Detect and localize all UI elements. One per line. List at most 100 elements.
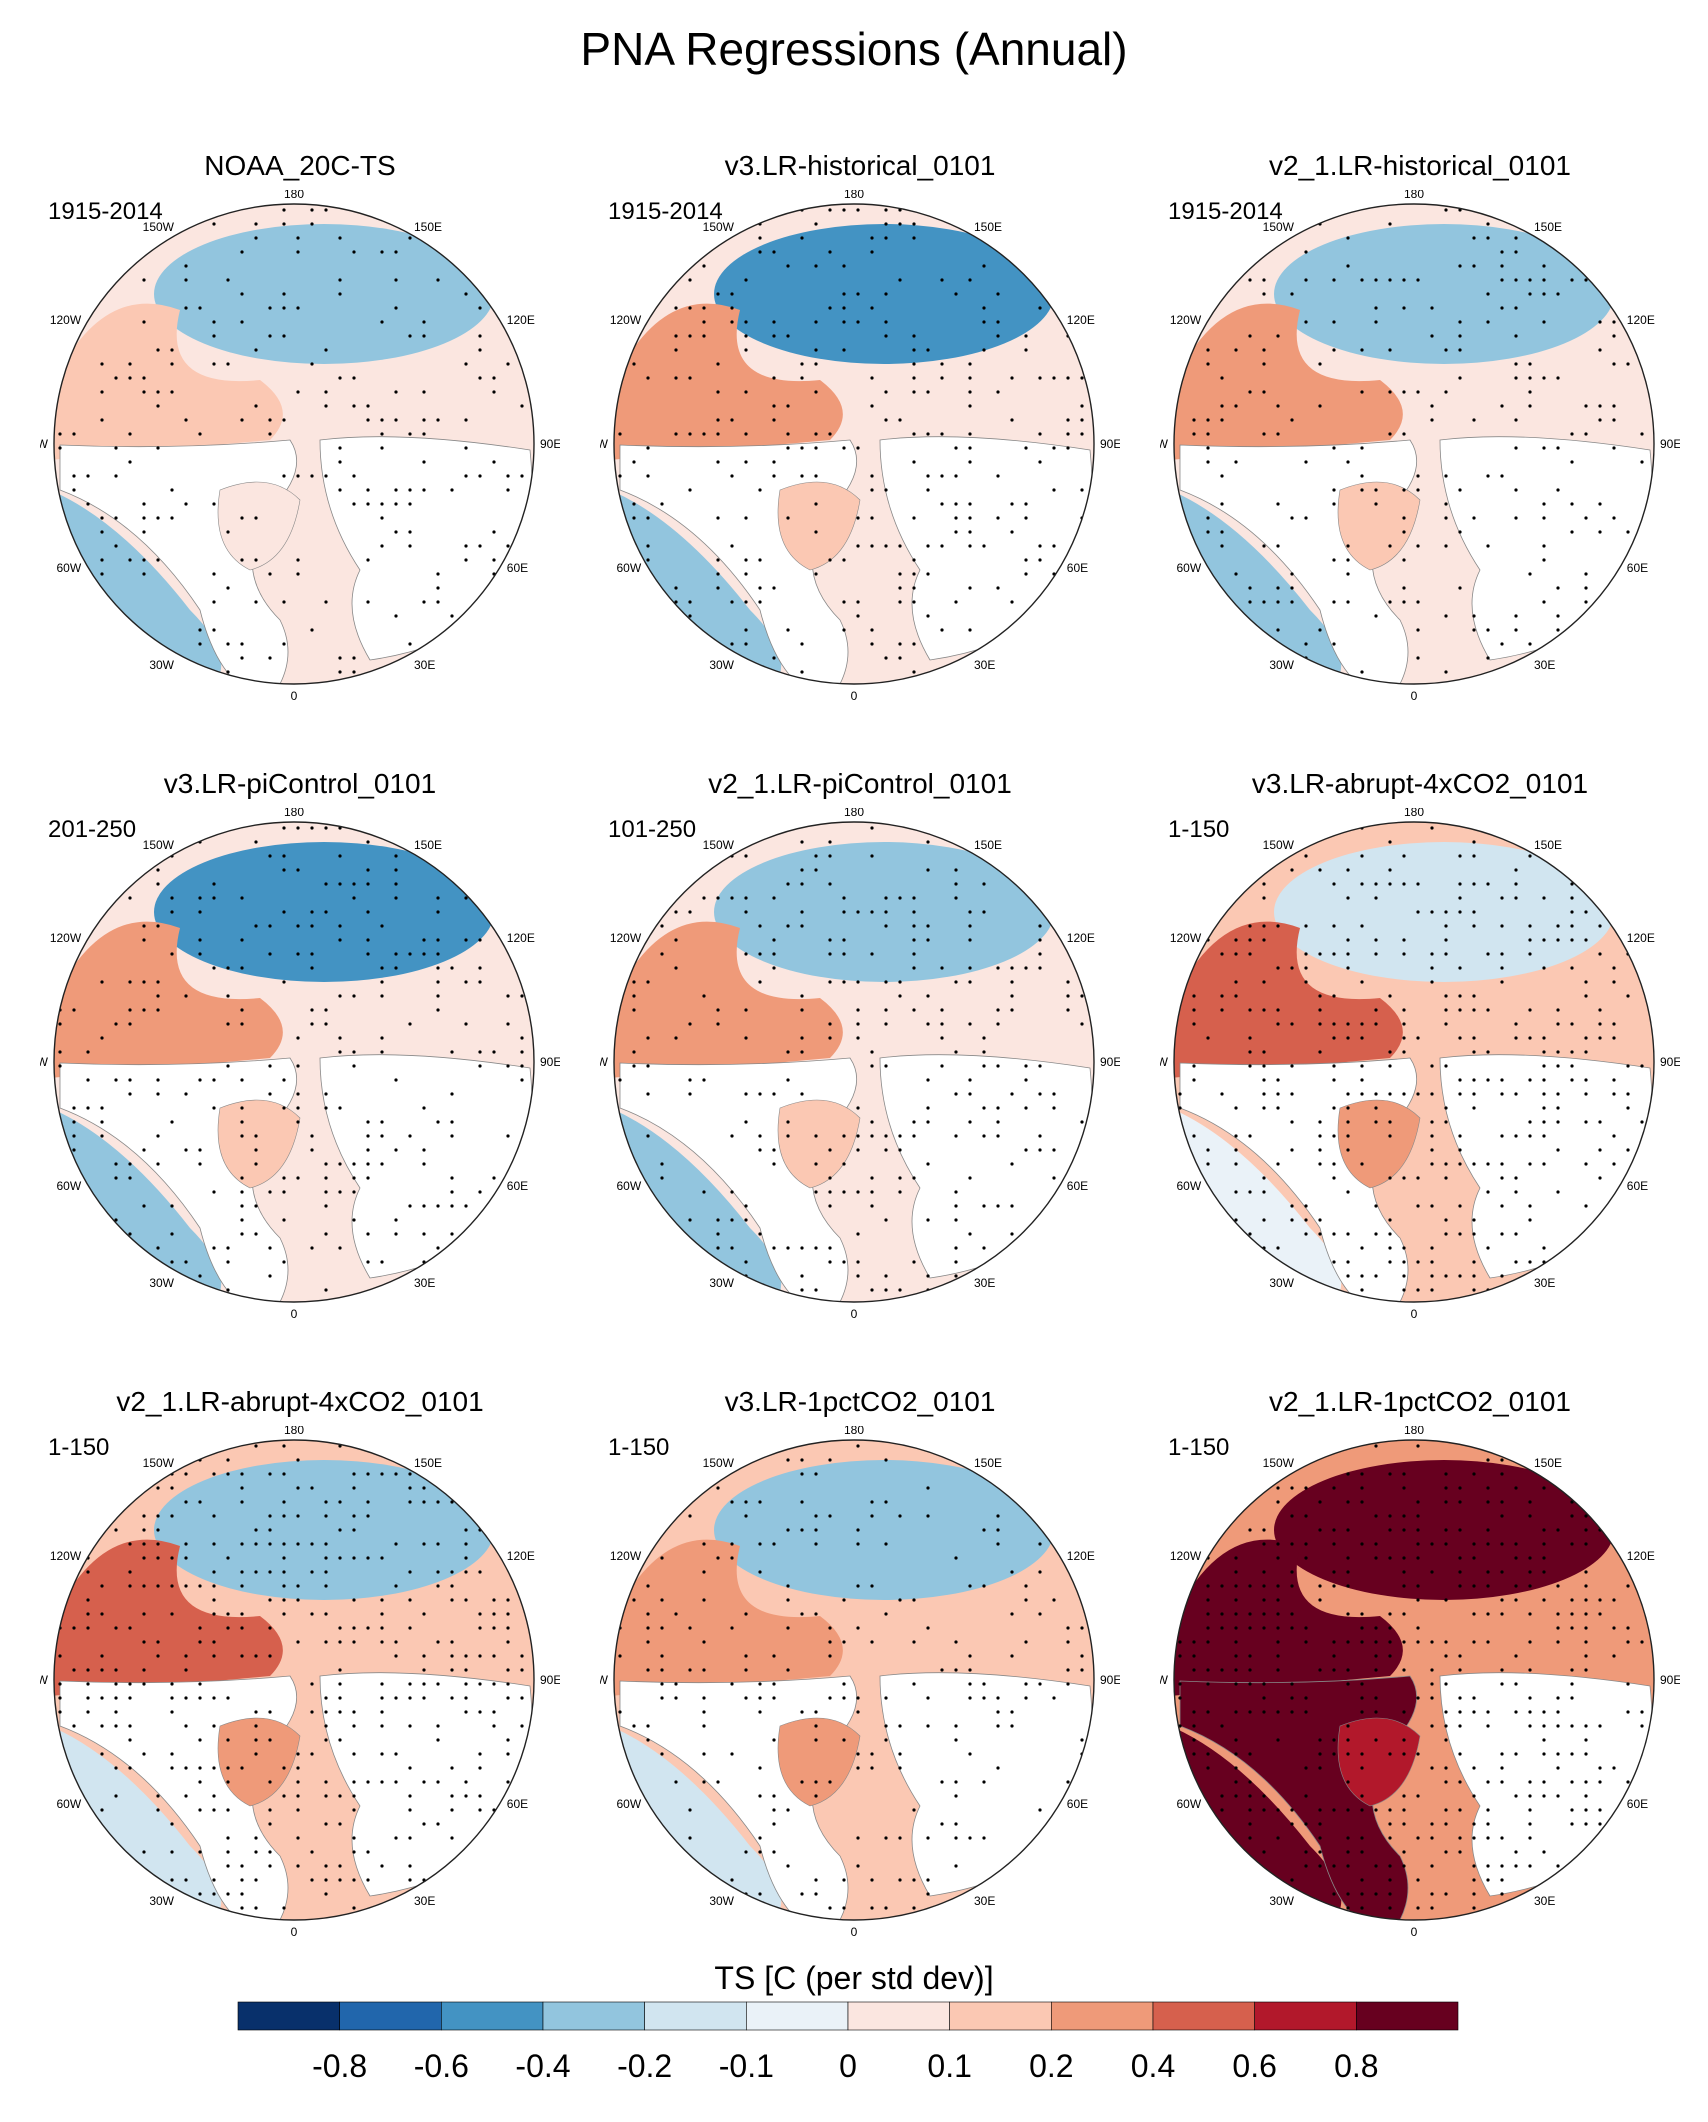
colorbar-tick: -0.1 <box>718 2048 774 2084</box>
longitude-label: 90E <box>1100 1055 1120 1069</box>
longitude-label: 150E <box>974 220 1002 234</box>
longitude-label: 30W <box>149 658 174 672</box>
longitude-label: 180 <box>844 808 864 819</box>
colorbar-tick: -0.8 <box>312 2048 368 2084</box>
longitude-label: 60E <box>507 1797 528 1811</box>
longitude-label: 60W <box>1177 561 1202 575</box>
westcoast-anomaly <box>614 303 843 460</box>
westcoast-anomaly <box>1174 921 1403 1078</box>
greenland <box>217 1717 301 1807</box>
map-panel: v2_1.LR-1pctCO2_0101 180 0 90W 90E 150W 120W 15… <box>1160 1386 1680 1946</box>
longitude-label: 180 <box>284 1426 304 1437</box>
longitude-label: 0 <box>291 1307 298 1321</box>
greenland <box>777 481 861 571</box>
colorbar-tick: -0.2 <box>617 2048 673 2084</box>
map-panel: v3.LR-historical_0101180090W90E150W120W1… <box>600 150 1120 710</box>
longitude-label: 60W <box>57 561 82 575</box>
panel-years: 1-150 <box>1168 1434 1230 1461</box>
longitude-label: 150W <box>1263 1456 1295 1470</box>
pacific-anomaly <box>154 1460 494 1600</box>
atlantic-anomaly <box>614 1726 782 1920</box>
longitude-label: 120W <box>1170 313 1202 327</box>
pacific-anomaly <box>154 842 494 982</box>
longitude-label: 30E <box>974 1894 995 1908</box>
greenland <box>217 1099 301 1189</box>
longitude-label: 90E <box>540 1673 560 1687</box>
panel-title: v2_1.LR-piControl_0101 <box>708 768 1012 799</box>
longitude-label: 120W <box>610 313 642 327</box>
longitude-label: 0 <box>851 1307 858 1321</box>
panel-title: v3.LR-1pctCO2_0101 <box>724 1386 996 1417</box>
westcoast-anomaly <box>1174 303 1403 460</box>
map-panel: v3.LR-abrupt-4xCO2_0101 180 0 90W 90E 150W 120… <box>1160 768 1680 1328</box>
map-panel: v3.LR-1pctCO2_0101 180 0 90W 90E 150W 120W 150E… <box>600 1386 1120 1946</box>
longitude-label: 180 <box>1404 1426 1424 1437</box>
colorbar-tick: 0 <box>839 2048 857 2084</box>
map-panel: NOAA_20C-TS 180 0 90W 90E 150W 120W 150E 120E 60W… <box>40 150 560 710</box>
longitude-label: 30E <box>414 1276 435 1290</box>
atlantic-anomaly <box>54 490 222 684</box>
longitude-label: 150W <box>143 1456 175 1470</box>
longitude-label: 120E <box>1067 313 1095 327</box>
colorbar-swatch <box>847 2001 950 2031</box>
map-panel: v2_1.LR-historical_0101 180 0 90W 90E 150W 120… <box>1160 150 1680 710</box>
panel-years: 1-150 <box>1168 816 1230 843</box>
longitude-label: 120E <box>507 313 535 327</box>
longitude-label: 120E <box>1627 313 1655 327</box>
colorbar-tick: 0.8 <box>1334 2048 1379 2084</box>
longitude-label: 120E <box>1627 1549 1655 1563</box>
greenland <box>1337 1099 1421 1189</box>
longitude-label: 90W <box>600 1673 609 1687</box>
polar-map: 180 0 90W 90E 150W 120W 150E 120E 60W 30W 60E 30E <box>600 1426 1120 1939</box>
greenland <box>1337 1717 1421 1807</box>
longitude-label: 150E <box>974 838 1002 852</box>
longitude-label: 30W <box>149 1276 174 1290</box>
atlantic-anomaly <box>54 1726 222 1920</box>
atlantic-anomaly <box>1174 490 1342 684</box>
longitude-label: 90E <box>1660 437 1680 451</box>
longitude-label: 0 <box>291 1925 298 1939</box>
longitude-label: 90W <box>1160 1055 1169 1069</box>
longitude-label: 120W <box>50 313 82 327</box>
map-panel: v2_1.LR-piControl_0101 180 0 90W 90E 150W 120W… <box>600 768 1120 1328</box>
colorbar-tick: -0.4 <box>515 2048 571 2084</box>
longitude-label: 60W <box>617 1797 642 1811</box>
longitude-label: 0 <box>851 1925 858 1939</box>
westcoast-anomaly <box>1174 1539 1403 1696</box>
longitude-label: 30W <box>709 658 734 672</box>
longitude-label: 150E <box>1534 1456 1562 1470</box>
longitude-label: 60E <box>1627 561 1648 575</box>
longitude-label: 30E <box>414 658 435 672</box>
panel-title: NOAA_20C-TS <box>204 150 396 181</box>
longitude-label: 90W <box>40 437 49 451</box>
colorbar-swatch <box>542 2001 645 2031</box>
longitude-label: 180 <box>284 190 304 201</box>
polar-map: 180 0 90W 90E 150W 120W 150E 120E 60W 30W 60E 30E <box>600 808 1120 1321</box>
longitude-label: 90W <box>600 437 609 451</box>
panel-years: 1915-2014 <box>1168 198 1283 225</box>
longitude-label: 90E <box>1660 1055 1680 1069</box>
longitude-label: 150W <box>1263 838 1295 852</box>
colorbar-tick: 0.2 <box>1029 2048 1074 2084</box>
westcoast-anomaly <box>54 1539 283 1696</box>
longitude-label: 90W <box>1160 437 1169 451</box>
longitude-label: 90E <box>1660 1673 1680 1687</box>
atlantic-anomaly <box>54 1108 222 1302</box>
longitude-label: 30W <box>1269 1894 1294 1908</box>
longitude-label: 60W <box>1177 1179 1202 1193</box>
greenland <box>1337 481 1421 571</box>
longitude-label: 60E <box>1627 1797 1648 1811</box>
polar-map: 180 0 90W 90E 150W 120W 150E 120E 60W 30W 60E 30E <box>40 808 560 1321</box>
colorbar-swatch <box>746 2001 849 2031</box>
longitude-label: 150W <box>143 838 175 852</box>
panel-title: v2_1.LR-abrupt-4xCO2_0101 <box>116 1386 484 1417</box>
longitude-label: 180 <box>284 808 304 819</box>
atlantic-anomaly <box>614 1108 782 1302</box>
colorbar-tick: 0.6 <box>1232 2048 1277 2084</box>
longitude-label: 30W <box>149 1894 174 1908</box>
longitude-label: 30E <box>414 1894 435 1908</box>
longitude-label: 90W <box>40 1055 49 1069</box>
colorbar-swatch <box>949 2001 1052 2031</box>
westcoast-anomaly <box>614 921 843 1078</box>
longitude-label: 0 <box>291 689 298 703</box>
